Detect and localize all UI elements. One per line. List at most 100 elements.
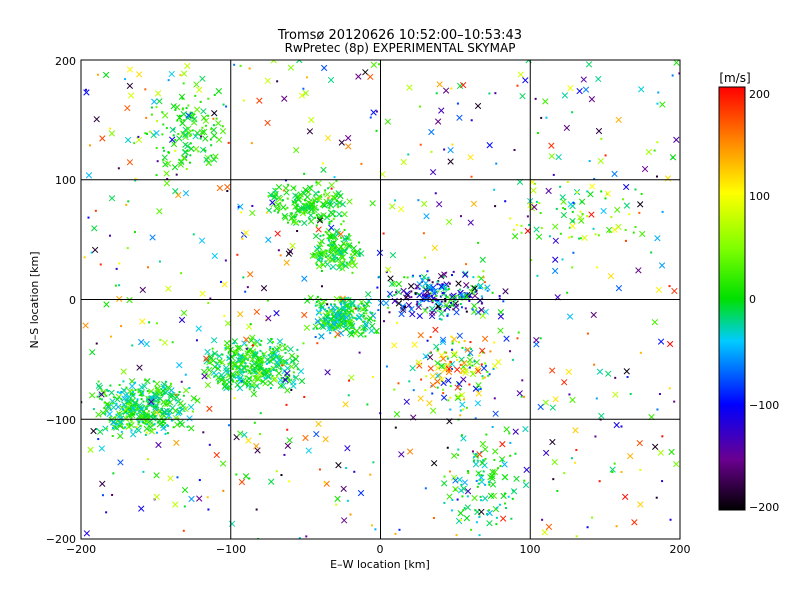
data-point-cross [99, 135, 106, 142]
data-point-dot [440, 318, 443, 321]
data-point-dot [326, 310, 329, 313]
data-point-cross [522, 425, 529, 433]
data-point-cross [228, 520, 236, 527]
data-point-dot [556, 489, 559, 492]
data-point-cross [585, 61, 593, 68]
data-point-dot [494, 205, 497, 208]
data-point-dot [433, 292, 436, 295]
data-point-dot [656, 175, 659, 178]
data-point-dot [375, 129, 378, 132]
data-point-cross [331, 253, 338, 260]
data-point-cross [548, 142, 555, 149]
data-point-dot [179, 73, 182, 76]
data-point-dot [298, 220, 301, 223]
data-point-dot [548, 235, 551, 238]
data-point-cross [97, 428, 104, 435]
data-point-dot [144, 422, 147, 425]
data-point-cross [417, 332, 424, 339]
data-point-cross [253, 308, 260, 315]
data-point-dot [316, 295, 319, 298]
data-point-dot [459, 215, 462, 218]
data-point-cross [136, 364, 143, 371]
data-point-cross [479, 256, 486, 263]
data-point-dot [341, 253, 344, 256]
data-point-dot [110, 335, 113, 338]
data-point-cross [221, 281, 228, 288]
data-point-cross [569, 217, 576, 225]
data-point-dot [377, 276, 380, 279]
data-point-dot [417, 199, 420, 202]
data-point-dot [195, 339, 198, 342]
data-point-cross [245, 437, 252, 444]
data-point-dot [421, 294, 424, 297]
data-point-cross [318, 302, 325, 309]
data-point-dot [459, 302, 462, 305]
data-point-dot [227, 387, 230, 390]
data-point-dot [340, 214, 343, 217]
data-point-dot [283, 343, 286, 346]
data-point-cross [188, 145, 195, 152]
data-point-dot [85, 88, 88, 91]
data-point-cross [256, 97, 263, 104]
data-point-dot [145, 407, 148, 410]
data-point-cross [471, 302, 478, 310]
data-point-cross [190, 395, 197, 402]
data-point-cross [141, 383, 148, 390]
data-point-dot [217, 380, 220, 383]
data-point-cross [548, 153, 555, 160]
data-point-dot [340, 223, 343, 226]
data-point-dot [253, 389, 256, 392]
data-point-dot [260, 380, 263, 383]
data-point-dot [456, 498, 459, 501]
data-point-cross [215, 120, 222, 127]
data-point-dot [496, 467, 499, 470]
data-point-dot [425, 288, 428, 291]
data-point-dot [466, 286, 469, 289]
data-point-dot [244, 375, 247, 378]
data-point-dot [342, 325, 345, 328]
data-point-dot [248, 388, 251, 391]
data-point-dot [482, 276, 485, 279]
data-point-dot [669, 518, 672, 521]
data-point-dot [114, 284, 117, 287]
data-point-dot [87, 216, 90, 219]
data-point-dot [432, 517, 435, 520]
data-point-dot [215, 361, 218, 364]
data-point-dot [480, 302, 483, 305]
data-point-dot [161, 133, 164, 136]
data-point-dot [350, 327, 353, 330]
data-point-cross [449, 293, 456, 300]
data-point-cross [569, 222, 576, 230]
data-point-dot [304, 199, 307, 202]
data-point-dot [523, 395, 526, 398]
data-point-dot [469, 295, 472, 298]
data-point-cross [595, 75, 602, 83]
data-point-dot [535, 200, 538, 203]
data-point-cross [166, 399, 174, 406]
data-point-dot [526, 215, 529, 218]
data-point-dot [419, 299, 422, 302]
data-point-dot [97, 380, 100, 383]
data-point-cross [275, 370, 283, 377]
data-point-dot [463, 340, 466, 343]
data-point-dot [219, 280, 222, 283]
data-point-dot [469, 341, 472, 344]
data-point-dot [495, 162, 498, 165]
data-point-cross [598, 412, 605, 420]
data-point-dot [483, 281, 486, 284]
data-point-cross [438, 107, 445, 114]
data-point-cross [121, 395, 128, 402]
data-point-dot [161, 424, 164, 427]
data-point-dot [487, 509, 490, 512]
data-point-cross [348, 374, 355, 381]
data-point-cross [443, 302, 450, 309]
data-point-dot [287, 221, 290, 224]
data-point-dot [257, 358, 260, 361]
data-point-cross [441, 480, 448, 487]
data-point-dot [461, 346, 464, 349]
data-point-cross [552, 223, 559, 230]
data-point-cross [491, 362, 499, 370]
data-point-cross [315, 226, 322, 233]
data-point-cross [459, 367, 466, 375]
data-point-dot [129, 414, 132, 417]
